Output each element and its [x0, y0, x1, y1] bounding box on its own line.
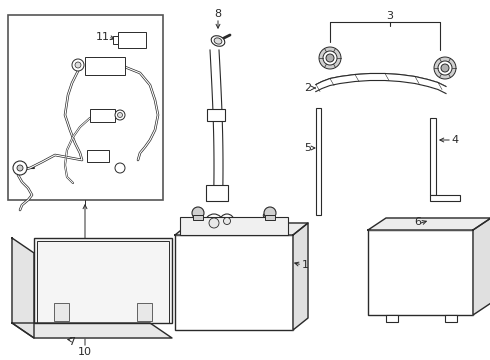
- Circle shape: [115, 163, 125, 173]
- Text: 3: 3: [387, 11, 393, 21]
- Bar: [430, 118, 436, 195]
- Bar: [206, 218, 232, 228]
- Circle shape: [209, 218, 219, 228]
- Text: 4: 4: [451, 135, 459, 145]
- Text: 1: 1: [301, 260, 309, 270]
- Circle shape: [75, 62, 81, 68]
- Bar: [37, 241, 169, 323]
- Bar: [206, 185, 228, 201]
- Ellipse shape: [214, 38, 222, 44]
- Bar: [87, 150, 109, 162]
- Circle shape: [118, 112, 122, 117]
- Circle shape: [115, 110, 125, 120]
- Polygon shape: [175, 223, 308, 235]
- Circle shape: [192, 207, 204, 219]
- Bar: [118, 32, 146, 48]
- Bar: [8, 15, 163, 200]
- Bar: [265, 215, 275, 220]
- Bar: [90, 109, 115, 122]
- Circle shape: [434, 57, 456, 79]
- Polygon shape: [473, 218, 490, 315]
- Circle shape: [223, 217, 230, 225]
- Bar: [113, 36, 118, 44]
- Text: 9: 9: [262, 213, 269, 223]
- Bar: [54, 303, 69, 321]
- Circle shape: [264, 207, 276, 219]
- Circle shape: [220, 214, 234, 228]
- Text: 6: 6: [415, 217, 421, 227]
- Bar: [386, 315, 398, 322]
- Text: 11: 11: [96, 32, 110, 42]
- Polygon shape: [293, 223, 308, 330]
- Circle shape: [72, 59, 84, 71]
- Circle shape: [319, 47, 341, 69]
- Polygon shape: [12, 238, 34, 338]
- Text: 10: 10: [78, 347, 92, 357]
- Bar: [445, 315, 457, 322]
- Bar: [316, 108, 321, 215]
- Bar: [137, 303, 152, 321]
- Text: 8: 8: [215, 9, 221, 19]
- Bar: [85, 57, 125, 75]
- Circle shape: [323, 51, 337, 65]
- Text: 5: 5: [304, 143, 312, 153]
- Bar: [175, 235, 293, 330]
- Circle shape: [13, 161, 27, 175]
- Bar: [368, 230, 473, 315]
- Text: 2: 2: [304, 83, 312, 93]
- Circle shape: [326, 54, 334, 62]
- Bar: [430, 195, 460, 201]
- Circle shape: [205, 214, 223, 232]
- Circle shape: [17, 165, 23, 171]
- Polygon shape: [368, 218, 490, 230]
- Text: 7: 7: [69, 337, 75, 347]
- Circle shape: [441, 64, 449, 72]
- Bar: [193, 215, 203, 220]
- Bar: [207, 109, 225, 121]
- Bar: [34, 238, 172, 323]
- Polygon shape: [12, 323, 172, 338]
- Ellipse shape: [211, 36, 225, 46]
- Circle shape: [438, 61, 452, 75]
- Bar: [180, 217, 288, 235]
